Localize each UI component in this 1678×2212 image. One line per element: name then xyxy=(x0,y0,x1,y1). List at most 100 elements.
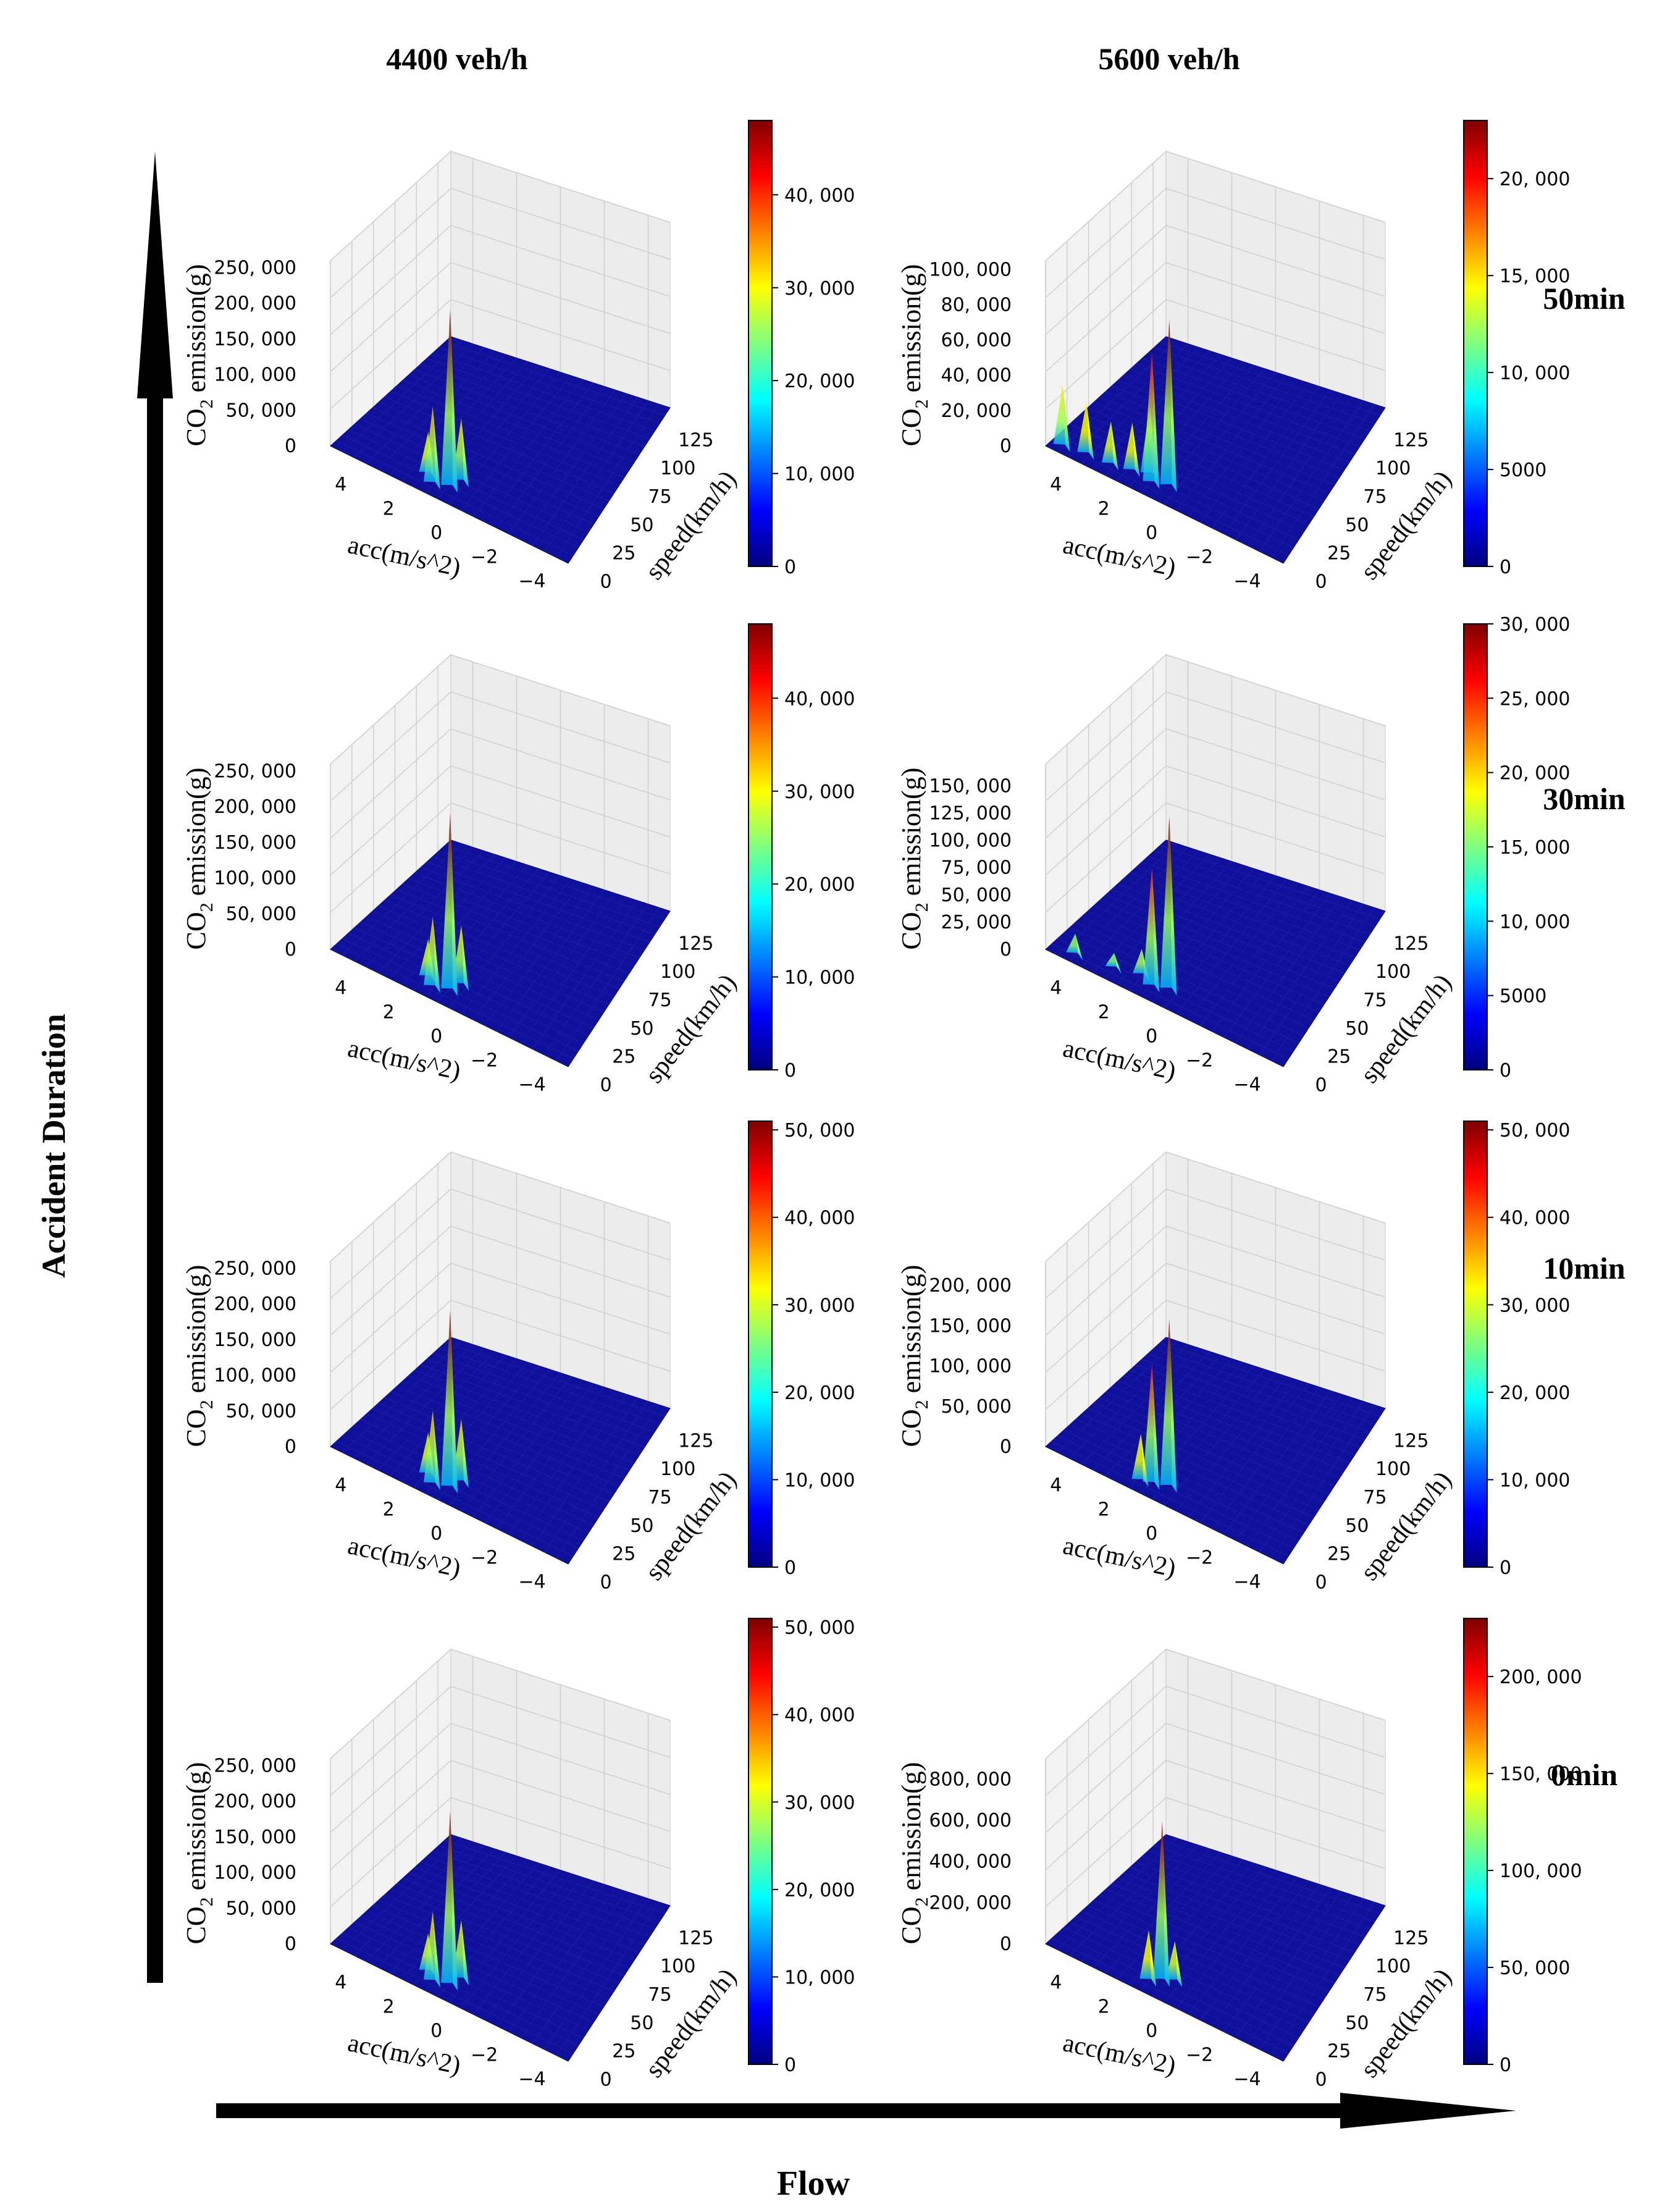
surface-mesh-line xyxy=(1130,1867,1355,1953)
surface-mesh-line xyxy=(1136,867,1360,951)
surface-mesh-line xyxy=(378,1899,610,2000)
colorbar-tick-label: 10, 000 xyxy=(784,464,855,486)
surface-peak xyxy=(424,406,435,482)
surface-mesh-line xyxy=(396,889,624,982)
wall-gridline xyxy=(330,691,671,802)
acc-tick-label: 4 xyxy=(1050,1474,1062,1496)
surface-mesh-line xyxy=(378,1402,610,1502)
surface-mesh-line xyxy=(372,1905,604,2008)
z-tick-label: 250, 000 xyxy=(214,1258,296,1280)
speed-tick-label: 50 xyxy=(1345,515,1369,536)
surface-mesh-line xyxy=(421,867,645,951)
wall-gridline xyxy=(1045,1226,1386,1336)
acc-tick-label: −2 xyxy=(471,2044,498,2066)
speed-tick-label: 50 xyxy=(630,2012,653,2034)
z-tick-label: 100, 000 xyxy=(214,1862,296,1884)
surface-mesh-line xyxy=(1160,1342,1380,1417)
z-tick-label: 100, 000 xyxy=(214,364,296,386)
z-tick-label: 100, 000 xyxy=(929,259,1012,280)
z-tick-label: 800, 000 xyxy=(929,1768,1012,1790)
surface-mesh-line xyxy=(1081,1413,1314,1518)
acc-tick-label: 0 xyxy=(1146,1025,1157,1047)
surface-mesh-line xyxy=(360,922,594,1028)
colorbar-tick-label: 0 xyxy=(784,1060,796,1082)
x-axis-label: acc(m/s^2) xyxy=(1060,1034,1178,1086)
colorbar-tick-label: 10, 000 xyxy=(1500,911,1571,933)
acc-tick-label: −2 xyxy=(471,1547,498,1568)
surface-peak xyxy=(1123,423,1135,469)
surface-peak xyxy=(1105,953,1117,967)
x-axis-label: acc(m/s^2) xyxy=(1060,1531,1178,1583)
wall-gridline xyxy=(330,1300,671,1410)
colorbar-tick-label: 20, 000 xyxy=(1500,1382,1571,1404)
z-tick-label: 0 xyxy=(285,939,296,961)
speed-tick-label: 25 xyxy=(1327,1544,1351,1565)
colorbar-tick-label: 10, 000 xyxy=(784,967,855,989)
surface-mesh-line xyxy=(396,1386,624,1479)
surface-mesh-line xyxy=(432,1851,655,1930)
y-axis-label: speed(km/h) xyxy=(640,1964,742,2084)
wall-gridline xyxy=(1045,188,1386,298)
surface-peak xyxy=(432,1410,440,1491)
surface-mesh-line xyxy=(426,358,650,439)
surface-mesh-line xyxy=(1075,1916,1309,2023)
surface-peak xyxy=(450,1811,458,1991)
acc-tick-label: 0 xyxy=(1146,2020,1157,2042)
surface-mesh-line xyxy=(348,1429,584,1541)
wall-gridline xyxy=(330,1263,671,1373)
colorbar xyxy=(1463,1121,1488,1568)
speed-tick-label: 25 xyxy=(612,543,636,565)
colorbar xyxy=(1463,1618,1488,2065)
surface-peak xyxy=(1152,1363,1160,1490)
surface-mesh-line xyxy=(1141,1358,1365,1440)
colorbar-tick-label: 40, 000 xyxy=(784,185,855,206)
z-tick-label: 50, 000 xyxy=(225,1400,296,1422)
z-tick-label: 100, 000 xyxy=(214,1365,296,1387)
z-axis-label: CO2 emission(g) xyxy=(896,768,932,950)
row-label-50min: 50min xyxy=(1543,281,1626,316)
surface-mesh-line xyxy=(1112,1883,1340,1976)
surface-mesh-line xyxy=(1105,1392,1335,1487)
acc-tick-label: 2 xyxy=(383,1996,395,2017)
surface-peak xyxy=(1160,1318,1172,1486)
wall-gridline xyxy=(1045,654,1386,765)
speed-tick-label: 50 xyxy=(630,515,653,536)
x-axis-label: acc(m/s^2) xyxy=(345,1034,463,1086)
speed-tick-label: 75 xyxy=(648,486,671,508)
z-tick-label: 200, 000 xyxy=(214,796,296,818)
z-tick-label: 50, 000 xyxy=(941,1396,1012,1418)
colorbar-tick-label: 0 xyxy=(784,2054,796,2076)
y-axis-label: speed(km/h) xyxy=(640,466,742,586)
surface-mesh-line xyxy=(1063,1429,1299,1541)
x-axis-label: acc(m/s^2) xyxy=(1060,2029,1178,2080)
wall-gridline xyxy=(330,262,671,372)
colorbar-tick-label: 0 xyxy=(1500,1557,1511,1579)
surface-mesh-line xyxy=(1069,1922,1304,2031)
wall-gridline xyxy=(330,654,671,765)
surface-peak xyxy=(441,1310,453,1486)
acc-tick-label: −4 xyxy=(1233,1074,1261,1095)
speed-tick-label: 25 xyxy=(612,2041,636,2063)
surface-mesh-line xyxy=(1117,1878,1345,1969)
surface-peak xyxy=(1132,423,1140,477)
surface-mesh-line xyxy=(1093,1402,1325,1502)
wall-gridline xyxy=(330,765,671,876)
surface-mesh-line xyxy=(396,385,624,478)
surface-mesh-line xyxy=(336,943,574,1059)
surface-mesh-line xyxy=(360,1419,594,1526)
surface-mesh-line xyxy=(1075,922,1309,1028)
z-tick-label: 75, 000 xyxy=(941,857,1012,879)
colorbar-tick-label: 5000 xyxy=(1500,986,1546,1007)
z-tick-label: 250, 000 xyxy=(214,258,296,279)
acc-tick-label: −4 xyxy=(518,570,545,592)
surface-mesh-line xyxy=(378,905,610,1005)
z-tick-label: 400, 000 xyxy=(929,1851,1012,1873)
speed-tick-label: 25 xyxy=(1327,543,1351,565)
surface-mesh-line xyxy=(1075,418,1309,525)
speed-tick-label: 50 xyxy=(630,1515,653,1537)
surface-peak xyxy=(450,813,458,996)
surface-mesh-line xyxy=(1141,1856,1365,1937)
wall-gridline xyxy=(330,1188,671,1299)
